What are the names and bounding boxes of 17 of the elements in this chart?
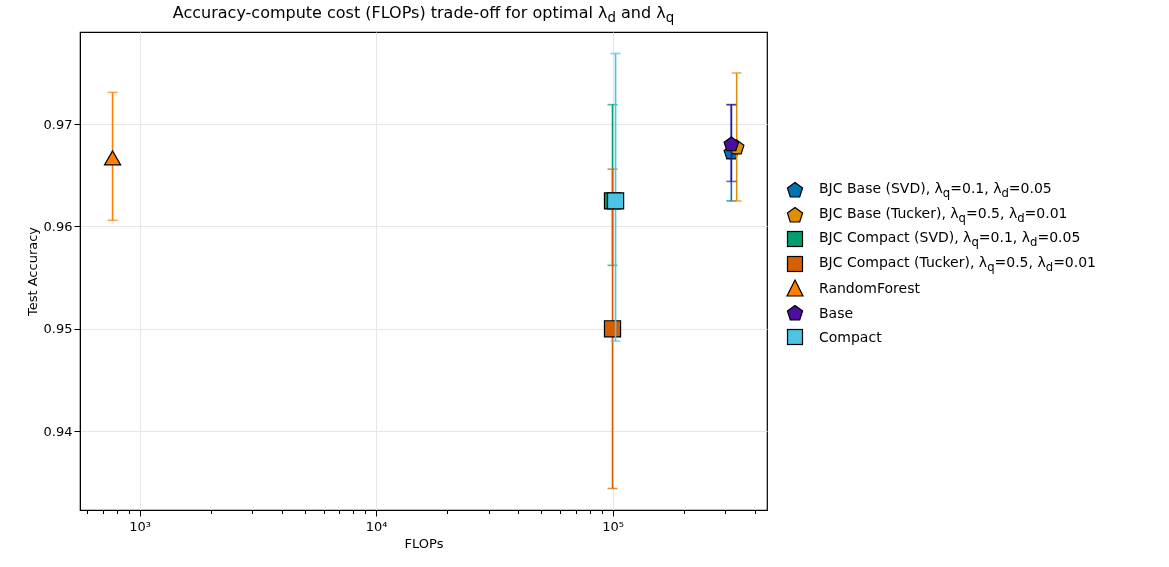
legend-label: RandomForest [819,280,920,297]
legend-label: BJC Compact (SVD), λ$_{q}$=0.1, λ$_{d}$=0.05 [819,229,1081,250]
legend-label: BJC Base (SVD), λ$_{q}$=0.1, λ$_{d}$=0.05 [819,180,1052,201]
y-tick-label: 0.94 [43,423,73,439]
y-tick-label: 0.97 [43,116,73,132]
chart-title: Accuracy-compute cost (FLOPs) trade-off for optimal λ$_{d}$ and λ$_{q}$ [171,2,676,28]
y-tick-label: 0.95 [43,321,73,337]
x-tick-label: 10³ [129,518,151,534]
y-axis-title: Test Accuracy [24,226,40,318]
legend-label: BJC Base (Tucker), λ$_{q}$=0.5, λ$_{d}$=0.01 [819,204,1068,225]
y-tick-label: 0.96 [43,218,73,234]
x-axis-title: FLOPs [404,535,444,551]
x-tick-label: 10⁴ [365,518,388,534]
legend-label: Base [819,304,854,321]
legend-label: BJC Compact (Tucker), λ$_{q}$=0.5, λ$_{d}$=0.01 [819,253,1097,274]
legend-label: Compact [819,329,882,346]
x-tick-label: 10⁵ [602,518,624,534]
